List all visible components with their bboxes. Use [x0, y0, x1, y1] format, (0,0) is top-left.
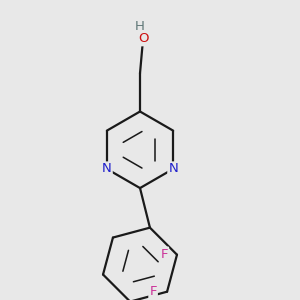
Text: N: N — [168, 162, 178, 176]
Text: F: F — [160, 248, 168, 261]
Text: O: O — [138, 32, 148, 45]
Text: F: F — [149, 285, 157, 298]
Text: N: N — [102, 162, 112, 176]
Text: H: H — [135, 20, 145, 33]
